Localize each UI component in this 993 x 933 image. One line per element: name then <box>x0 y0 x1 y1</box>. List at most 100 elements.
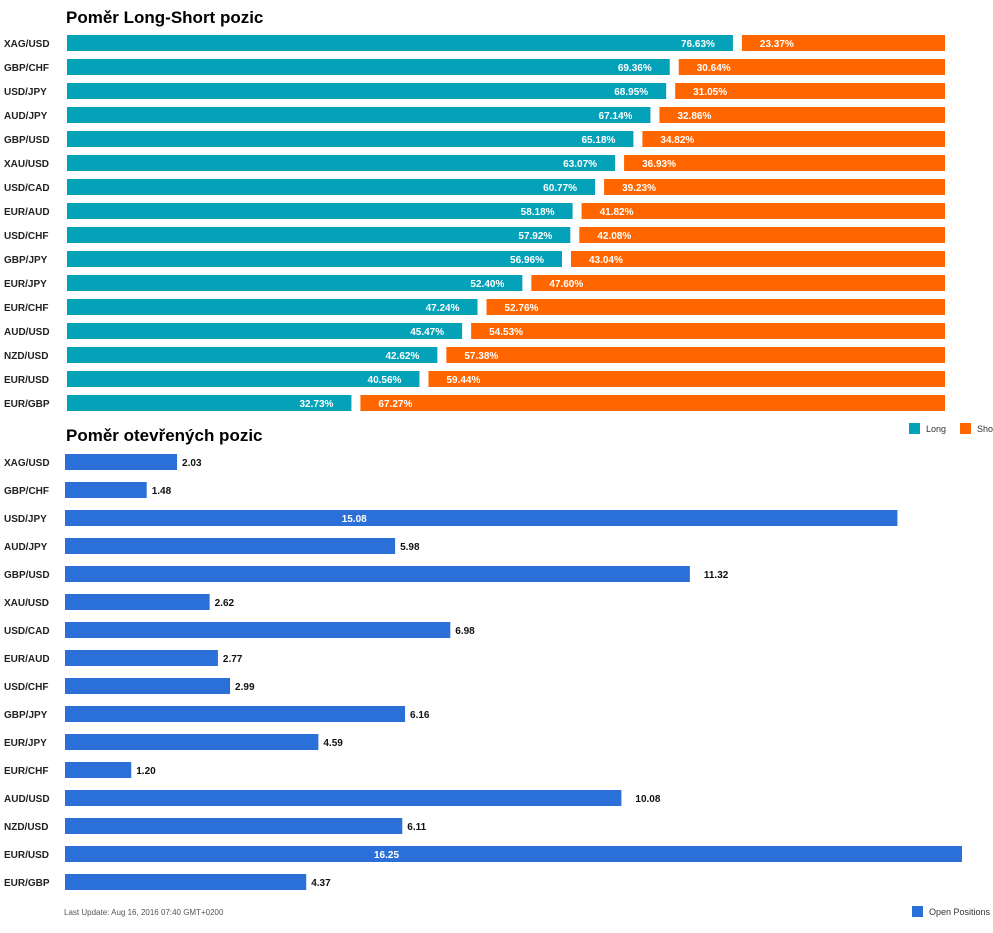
short-bar <box>581 203 945 219</box>
ls-category-label: XAG/USD <box>4 39 50 50</box>
short-bar <box>471 323 945 339</box>
open-positions-value-label: 16.25 <box>374 850 399 861</box>
open-positions-value-label: 5.98 <box>400 542 420 553</box>
short-bar <box>659 107 945 123</box>
long-value-label: 42.62% <box>385 351 419 362</box>
long-bar <box>67 371 420 387</box>
long-value-label: 63.07% <box>563 159 597 170</box>
open-positions-value-label: 6.11 <box>407 822 426 833</box>
open-positions-bar <box>65 510 898 526</box>
op-category-label: AUD/JPY <box>4 542 48 553</box>
long-value-label: 69.36% <box>618 63 652 74</box>
short-bar <box>360 395 945 411</box>
open-positions-bar <box>65 650 218 666</box>
long-value-label: 32.73% <box>300 399 334 410</box>
op-category-label: GBP/JPY <box>4 710 48 721</box>
open-positions-value-label: 2.99 <box>235 682 255 693</box>
op-category-label: EUR/USD <box>4 850 49 861</box>
short-legend-label: Short <box>977 423 993 434</box>
long-value-label: 45.47% <box>410 327 444 338</box>
open-positions-value-label: 10.08 <box>635 794 660 805</box>
ls-category-label: EUR/USD <box>4 375 49 386</box>
short-legend-swatch <box>960 423 972 434</box>
op-category-label: EUR/CHF <box>4 766 48 777</box>
ls-category-label: EUR/GBP <box>4 399 50 410</box>
long-short-legend: Long Short <box>909 423 993 434</box>
open-positions-value-label: 2.77 <box>223 654 243 665</box>
long-legend-swatch <box>909 423 920 434</box>
open-positions-bar <box>65 482 147 498</box>
open-positions-legend-swatch <box>912 906 923 917</box>
long-bar <box>67 59 670 75</box>
short-bar <box>604 179 945 195</box>
op-category-label: XAU/USD <box>4 598 49 609</box>
long-bar <box>67 131 634 147</box>
ls-category-label: USD/CHF <box>4 231 48 242</box>
open-positions-bar <box>65 846 962 862</box>
long-bar <box>67 395 352 411</box>
op-category-label: GBP/CHF <box>4 486 49 497</box>
short-value-label: 32.86% <box>677 111 711 122</box>
open-positions-bar <box>65 734 319 750</box>
long-bar <box>67 251 562 267</box>
last-update-text: Last Update: Aug 16, 2016 07:40 GMT+0200 <box>64 908 224 917</box>
ls-category-label: GBP/CHF <box>4 63 49 74</box>
short-bar <box>675 83 945 99</box>
short-value-label: 31.05% <box>693 87 727 98</box>
open-positions-value-label: 4.59 <box>323 738 343 749</box>
ls-category-label: EUR/CHF <box>4 303 48 314</box>
short-value-label: 42.08% <box>597 231 631 242</box>
long-value-label: 56.96% <box>510 255 544 266</box>
short-value-label: 30.64% <box>697 63 731 74</box>
long-value-label: 57.92% <box>518 231 552 242</box>
short-value-label: 54.53% <box>489 327 523 338</box>
open-positions-legend-label: Open Positions <box>929 906 991 917</box>
short-bar <box>428 371 945 387</box>
open-positions-bar <box>65 818 403 834</box>
open-positions-bar <box>65 678 231 694</box>
short-value-label: 52.76% <box>505 303 539 314</box>
long-bar <box>67 323 463 339</box>
long-value-label: 40.56% <box>368 375 402 386</box>
ls-category-label: AUD/JPY <box>4 111 48 122</box>
short-bar <box>446 347 945 363</box>
short-value-label: 39.23% <box>622 183 656 194</box>
op-category-label: NZD/USD <box>4 822 48 833</box>
long-bar <box>67 203 573 219</box>
open-positions-value-label: 6.16 <box>410 710 430 721</box>
short-bar <box>579 227 945 243</box>
ls-category-label: GBP/USD <box>4 135 50 146</box>
open-positions-value-label: 1.48 <box>152 486 172 497</box>
ls-category-label: EUR/AUD <box>4 207 50 218</box>
long-bar <box>67 347 438 363</box>
op-category-label: USD/JPY <box>4 514 47 525</box>
short-value-label: 41.82% <box>600 207 634 218</box>
open-positions-bar <box>65 790 622 806</box>
long-value-label: 76.63% <box>681 39 715 50</box>
long-value-label: 68.95% <box>614 87 648 98</box>
long-value-label: 58.18% <box>521 207 555 218</box>
op-category-label: EUR/AUD <box>4 654 50 665</box>
short-value-label: 57.38% <box>464 351 498 362</box>
ls-category-label: USD/CAD <box>4 183 50 194</box>
open-positions-value-label: 2.03 <box>182 458 202 469</box>
open-positions-bar <box>65 566 690 582</box>
op-category-label: USD/CAD <box>4 626 50 637</box>
long-bar <box>67 83 667 99</box>
long-value-label: 52.40% <box>470 279 504 290</box>
long-short-chart-title: Poměr Long-Short pozic <box>66 8 264 27</box>
open-positions-bar <box>65 706 406 722</box>
op-category-label: EUR/JPY <box>4 738 47 749</box>
long-value-label: 60.77% <box>543 183 577 194</box>
short-bar <box>570 251 945 267</box>
open-positions-value-label: 11.32 <box>704 570 729 581</box>
open-positions-value-label: 2.62 <box>215 598 235 609</box>
ls-category-label: XAU/USD <box>4 159 49 170</box>
op-category-label: GBP/USD <box>4 570 50 581</box>
short-bar <box>642 131 945 147</box>
long-bar <box>67 35 733 51</box>
open-positions-value-label: 4.37 <box>311 878 331 889</box>
short-bar <box>741 35 945 51</box>
open-positions-bar <box>65 538 396 554</box>
